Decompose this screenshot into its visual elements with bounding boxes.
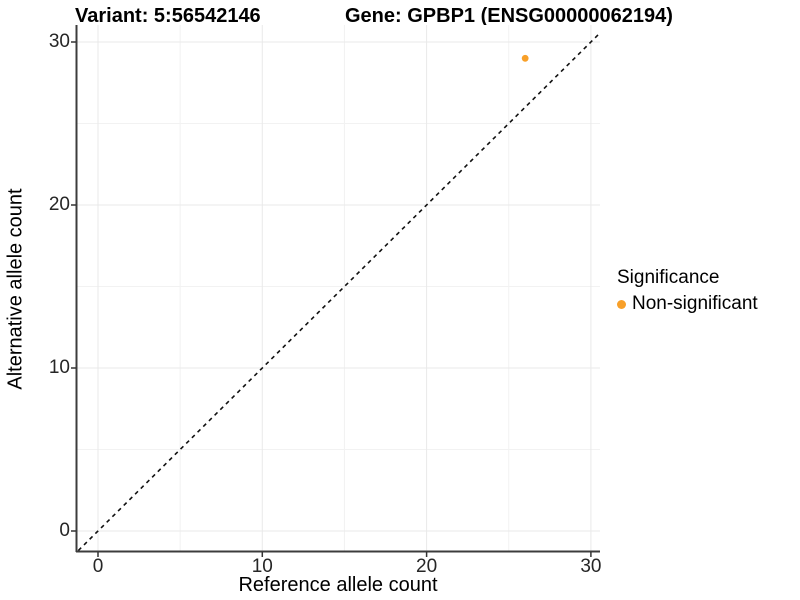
x-tick-label-10: 10 [251,556,273,577]
x-tick-label-0: 0 [92,556,104,577]
plot-canvas [71,25,600,557]
y-axis-title: Alternative allele count [4,188,27,390]
legend: Significance Non-significant [617,267,758,315]
x-tick-label-20: 20 [416,556,438,577]
legend-point-icon [617,299,626,309]
legend-item-label: Non-significant [632,293,758,314]
y-tick-label-10: 10 [48,357,70,378]
y-tick-label-30: 30 [48,31,70,52]
plot-title-gene: Gene: GPBP1 (ENSG00000062194) [345,5,673,27]
x-axis-title: Reference allele count [238,574,438,596]
y-tick-label-0: 0 [59,520,70,541]
legend-title: Significance [617,267,720,288]
plot-panel [71,25,600,557]
y-tick-label-20: 20 [48,194,70,215]
legend-item-non-significant: Non-significant [617,293,758,315]
plot-title-variant: Variant: 5:56542146 [75,5,261,27]
x-tick-label-30: 30 [580,556,602,577]
